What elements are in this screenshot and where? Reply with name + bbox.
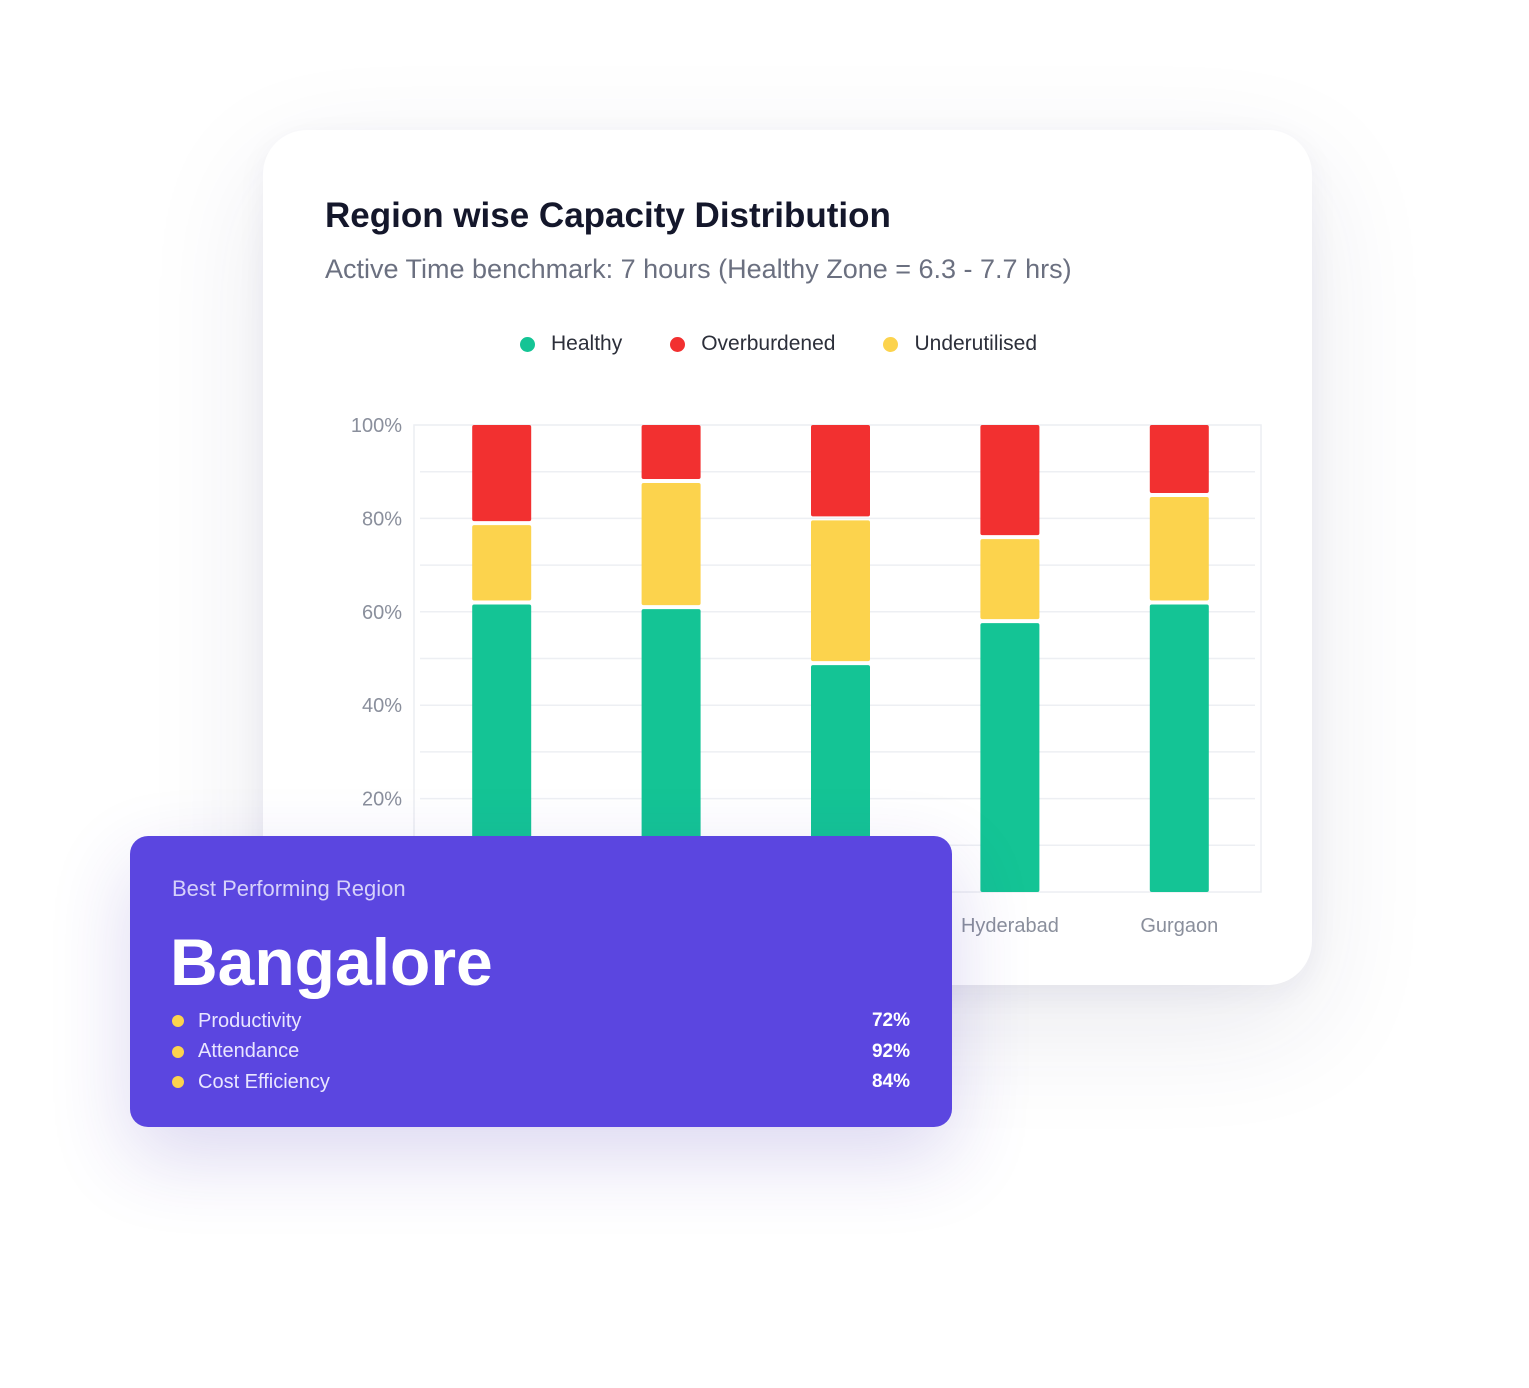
x-tick-label: Gurgaon [1140,915,1218,937]
chart-title: Region wise Capacity Distribution [325,196,891,235]
bar-segment-healthy [472,604,532,892]
bar-segment-overburdened [811,425,870,517]
metric-name: Cost Efficiency [198,1070,330,1093]
metric-bullet-icon [172,1045,184,1058]
bar-segment-overburdened [980,425,1040,536]
metric-row-attendance: Attendance 92% [172,1037,910,1068]
bar-segment-healthy [980,623,1040,892]
y-tick-label: 100% [351,415,402,437]
metric-value: 92% [871,1040,910,1062]
metric-row-productivity: Productivity 72% [172,1006,910,1037]
legend-item-healthy[interactable]: Healthy [520,332,622,356]
bar-segment-overburdened [641,425,701,480]
y-tick-label: 80% [362,508,402,530]
bar-segment-overburdened [472,425,532,522]
y-tick-label: 60% [362,602,402,624]
legend-label-healthy: Healthy [551,332,623,355]
best-region-card: Best Performing Region Bangalore Product… [130,836,952,1127]
legend-dot-underutilised [883,336,899,352]
metric-list: Productivity 72% Attendance 92% Cost Eff… [172,1006,910,1098]
metric-name: Attendance [198,1040,300,1063]
metric-value: 84% [871,1071,910,1093]
best-region-label: Best Performing Region [172,876,406,901]
metric-name: Productivity [198,1009,302,1032]
legend-label-overburdened: Overburdened [701,332,836,355]
legend-dot-healthy [520,336,535,352]
legend-item-overburdened[interactable]: Overburdened [670,332,835,356]
y-tick-label: 40% [362,695,402,717]
chart-legend: Healthy Overburdened Underutilised [520,332,1037,356]
bar-segment-healthy [811,665,870,892]
bar-segment-underutilised [472,525,532,601]
legend-item-underutilised[interactable]: Underutilised [883,332,1037,356]
bar-segment-healthy [1149,604,1209,892]
stacked-bar-chart: 100% 80% 60% 40% 20% Hyderabad Gurgaon [351,415,1262,937]
metric-row-cost-efficiency: Cost Efficiency 84% [172,1067,910,1098]
bar-segment-underutilised [641,483,701,606]
chart-subtitle: Active Time benchmark: 7 hours (Healthy … [325,254,1072,284]
bar-segment-healthy [641,609,701,892]
metric-value: 72% [871,1010,910,1032]
bar-segment-underutilised [1149,497,1209,601]
bar-segment-overburdened [1149,425,1209,494]
legend-dot-overburdened [670,336,686,352]
legend-label-underutilised: Underutilised [914,332,1038,355]
y-tick-label: 20% [362,789,402,811]
x-tick-label: Hyderabad [961,915,1059,937]
best-region-name: Bangalore [170,925,493,999]
bar-segment-underutilised [811,520,870,662]
metric-bullet-icon [172,1076,184,1089]
bar-segment-underutilised [980,539,1040,620]
metric-bullet-icon [172,1015,184,1028]
